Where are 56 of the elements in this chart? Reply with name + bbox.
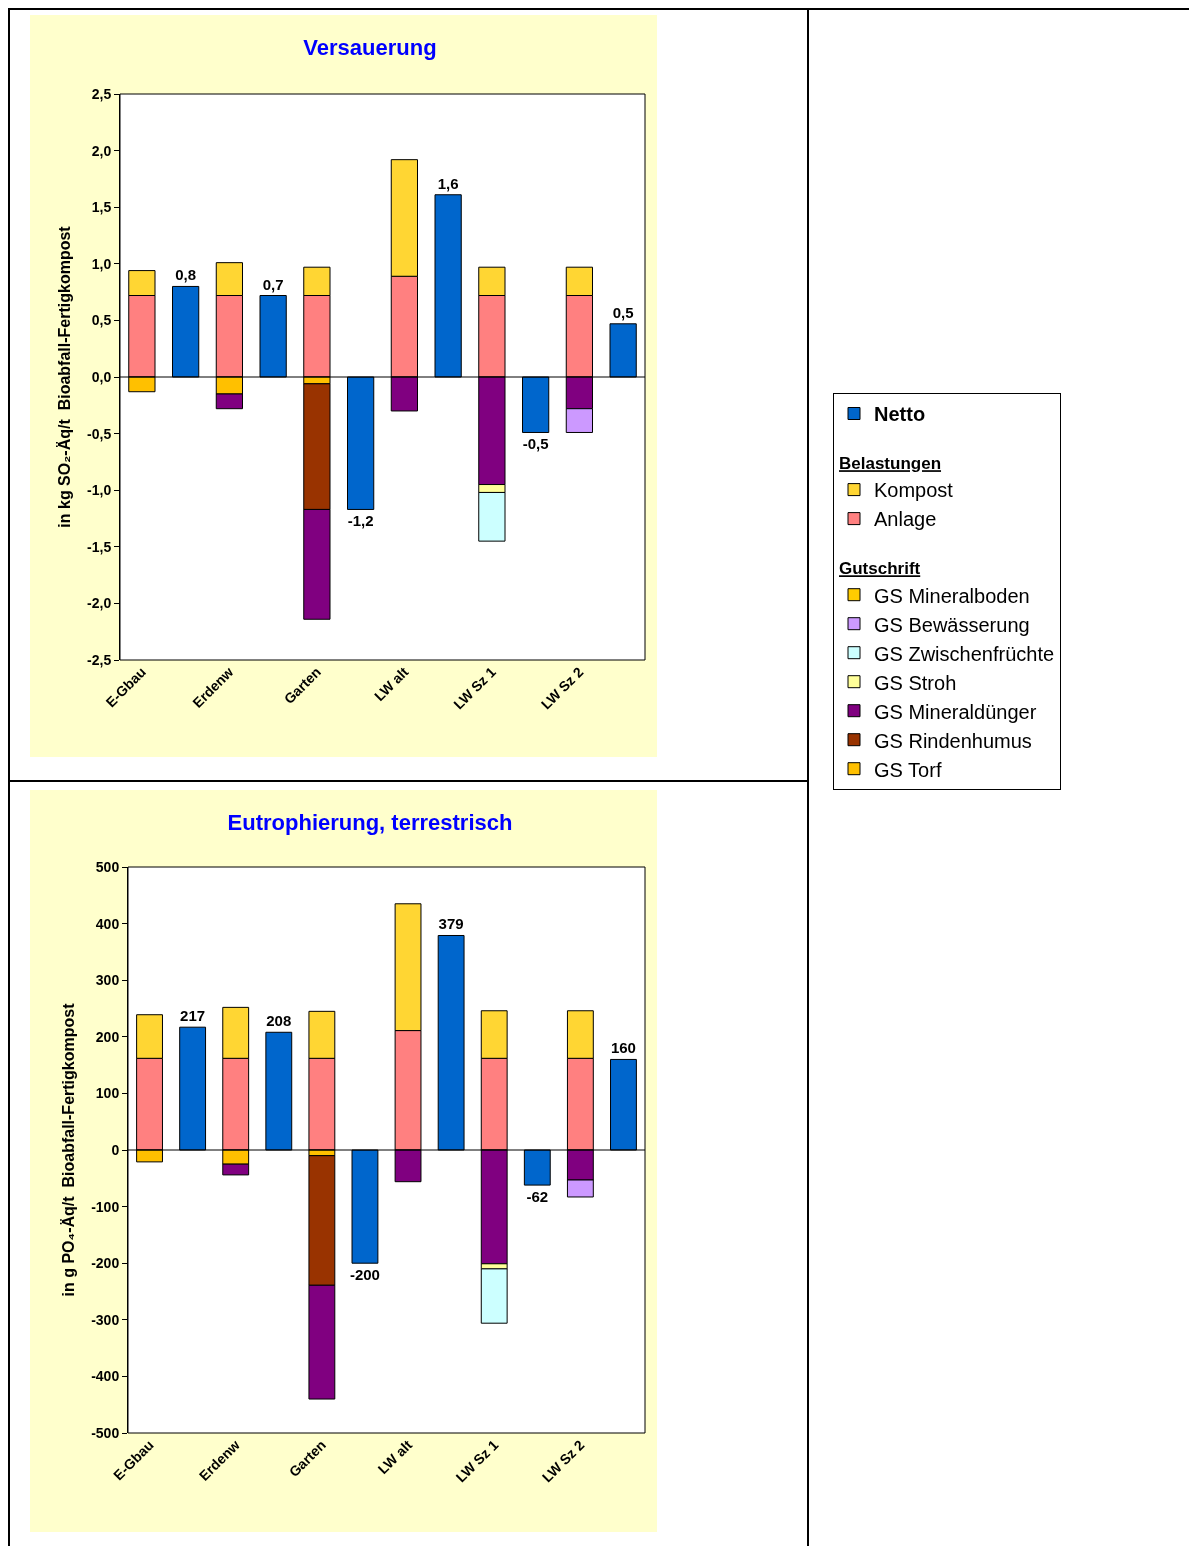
data-label: -0,5 [522,435,549,453]
data-label: 160 [610,1039,636,1057]
legend-label: GS Zwischenfrüchte [874,642,1055,665]
data-label: 379 [438,915,464,933]
y-tick-label: 300 [95,972,120,989]
x-tick-label: LW Sz 1 [452,1436,502,1486]
y-tick-label: 1,5 [91,199,112,216]
y-axis-title: in g PO₄-Äq/t Bioabfall-Fertigkompost [60,1002,78,1297]
x-tick-label: LW Sz 1 [450,663,500,713]
chart-title: Versauerung [303,34,437,60]
data-label: 0,5 [612,303,634,321]
y-tick-label: -1,5 [87,538,112,555]
y-tick-label: -300 [91,1311,120,1328]
y-tick-label: -100 [91,1198,120,1215]
text: Belastungen [839,454,942,474]
y-tick-label: 400 [95,915,120,932]
y-tick-label: -200 [91,1255,120,1272]
text: Gutschrift [839,559,921,579]
data-label: -200 [349,1266,380,1284]
data-label: 208 [266,1012,292,1030]
y-tick-label: 0 [111,1141,120,1158]
chart-title: Eutrophierung, terrestrisch [227,809,513,835]
y-tick-label: 200 [95,1028,120,1045]
y-tick-label: 1,0 [91,255,112,272]
legend-label: GS Mineralboden [874,584,1030,607]
y-tick-label: -400 [91,1368,120,1385]
data-label: -62 [526,1188,549,1206]
y-tick-label: 0,0 [91,368,112,385]
legend-label: GS Rindenhumus [874,729,1032,752]
legend-label: GS Bewässerung [874,613,1030,636]
y-tick-label: 2,5 [91,85,112,102]
data-label: 0,8 [175,266,197,284]
y-axis-title: in kg SO₂-Äq/t Bioabfall-Fertigkompost [55,225,73,528]
x-tick-label: LW alt [370,663,412,705]
y-tick-label: -0,5 [87,425,112,442]
data-label: 217 [180,1007,206,1025]
y-tick-label: -2,0 [87,595,112,612]
legend-label: GS Stroh [874,671,957,694]
legend-label: Anlage [874,508,937,531]
legend-label: Netto [874,403,926,426]
x-tick-label: LW alt [374,1436,416,1478]
y-tick-label: -2,5 [87,651,112,668]
y-tick-label: 0,5 [91,312,112,329]
x-tick-label: LW Sz 2 [538,1436,588,1486]
legend-label: Kompost [874,479,954,502]
y-tick-label: -1,0 [87,482,112,499]
legend-label: GS Mineraldünger [874,700,1037,723]
data-label: 1,6 [437,174,459,192]
data-label: 0,7 [262,275,284,293]
y-tick-label: 100 [95,1085,120,1102]
x-tick-label: LW Sz 2 [537,663,587,713]
y-tick-label: -500 [91,1424,120,1441]
y-tick-label: 2,0 [91,142,112,159]
y-tick-label: 500 [95,858,120,875]
legend-label: GS Torf [874,758,942,781]
data-label: -1,2 [347,512,374,530]
